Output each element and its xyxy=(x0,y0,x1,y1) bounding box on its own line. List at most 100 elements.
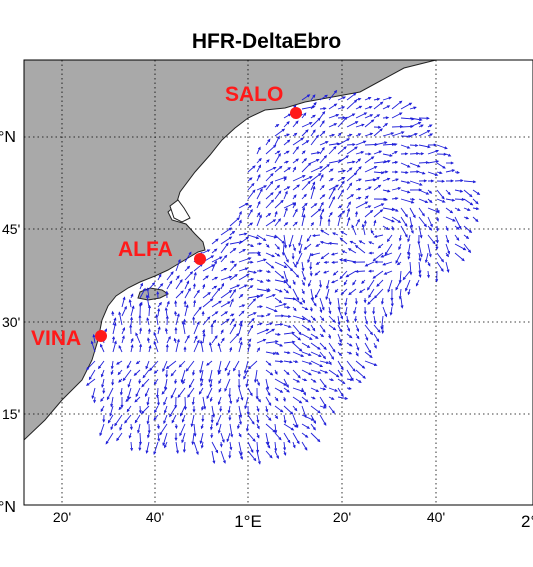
current-vector-head xyxy=(118,406,122,411)
current-vector-head xyxy=(424,200,429,204)
current-vector-head xyxy=(159,432,163,436)
current-vector-head xyxy=(213,319,217,323)
current-vector-head xyxy=(347,207,351,212)
current-vector-head xyxy=(297,375,301,379)
current-vector xyxy=(220,290,232,299)
current-vector xyxy=(274,423,277,433)
current-vector-head xyxy=(257,212,261,216)
current-vector-head xyxy=(291,331,296,335)
current-vector-head xyxy=(373,219,377,224)
current-vector-head xyxy=(276,351,280,355)
current-vector-head xyxy=(320,256,324,260)
current-vector xyxy=(339,270,348,279)
current-vector-head xyxy=(174,425,178,430)
current-vector-head xyxy=(199,339,203,344)
current-vector-head xyxy=(174,326,178,331)
current-vector xyxy=(193,272,197,281)
current-vector xyxy=(265,322,273,326)
current-vector xyxy=(319,369,328,374)
current-vector xyxy=(224,360,231,371)
current-vector xyxy=(169,405,177,417)
current-vector-head xyxy=(445,253,449,258)
current-vector-head xyxy=(315,134,319,138)
current-vector-head xyxy=(335,184,340,188)
current-vector-head xyxy=(250,260,254,264)
current-vector xyxy=(157,432,160,441)
current-vector-head xyxy=(251,421,255,425)
current-vector xyxy=(202,298,213,308)
current-vector xyxy=(409,261,412,275)
current-vector-head xyxy=(191,401,195,406)
current-vector xyxy=(409,180,422,186)
current-vector-head xyxy=(233,323,237,327)
current-vector-head xyxy=(357,158,362,162)
current-vector-head xyxy=(289,360,293,364)
current-vector-head xyxy=(349,343,353,347)
current-vector xyxy=(373,252,384,262)
current-vector xyxy=(274,303,287,308)
current-vector-head xyxy=(228,417,232,421)
current-vector xyxy=(182,414,186,422)
current-vector-head xyxy=(292,444,296,449)
current-vector-head xyxy=(285,160,289,164)
current-vector-head xyxy=(266,244,270,248)
current-vector-head xyxy=(345,274,349,278)
current-vector-head xyxy=(320,334,325,338)
current-vector xyxy=(436,261,444,272)
current-vector xyxy=(256,174,261,182)
current-vector-head xyxy=(192,283,196,287)
current-vector xyxy=(247,312,257,317)
current-vector-head xyxy=(291,256,295,260)
current-vector xyxy=(292,387,304,392)
current-vector-head xyxy=(286,186,291,190)
current-vector-head xyxy=(324,370,329,374)
current-vector-head xyxy=(105,441,109,445)
current-vector xyxy=(310,405,321,414)
current-vector-head xyxy=(152,282,156,286)
current-vector xyxy=(274,405,283,413)
current-vector xyxy=(348,248,357,254)
current-vector-head xyxy=(312,114,316,118)
current-vector-head xyxy=(165,374,169,378)
current-vector xyxy=(283,208,288,218)
current-vector-head xyxy=(148,344,152,349)
current-vector-head xyxy=(427,145,431,149)
current-vector xyxy=(246,378,249,387)
current-vector xyxy=(308,279,312,287)
current-vector xyxy=(254,369,258,383)
current-vector-head xyxy=(304,307,309,310)
current-vector-head xyxy=(239,414,243,419)
current-vector-head xyxy=(427,263,431,267)
current-vector-head xyxy=(339,339,342,344)
current-vector-head xyxy=(361,123,365,127)
current-vector-head xyxy=(278,300,283,304)
current-vector xyxy=(331,279,339,284)
current-vector-head xyxy=(201,418,205,423)
current-vector-head xyxy=(218,380,222,385)
current-vector-head xyxy=(236,332,240,337)
current-vector xyxy=(400,180,410,184)
current-vector xyxy=(320,230,330,236)
current-vector-head xyxy=(217,287,221,291)
current-vector xyxy=(328,146,337,155)
current-vector xyxy=(301,333,313,340)
current-vector-head xyxy=(313,379,317,383)
current-vector xyxy=(211,261,217,272)
current-vector-head xyxy=(176,450,179,454)
current-vector xyxy=(319,130,326,137)
current-vector-head xyxy=(354,301,358,305)
current-vector-head xyxy=(210,323,214,328)
current-vector-head xyxy=(317,117,321,121)
current-vector-head xyxy=(286,133,291,137)
current-vector-head xyxy=(284,245,288,249)
current-vector xyxy=(101,378,105,388)
current-vector-head xyxy=(257,461,261,465)
current-vector-head xyxy=(321,307,325,311)
current-vector-head xyxy=(293,202,296,206)
current-vector xyxy=(373,315,376,324)
current-vector-head xyxy=(352,368,356,372)
current-vector xyxy=(166,271,174,281)
current-vector-head xyxy=(378,150,383,154)
current-vector-head xyxy=(428,190,433,194)
